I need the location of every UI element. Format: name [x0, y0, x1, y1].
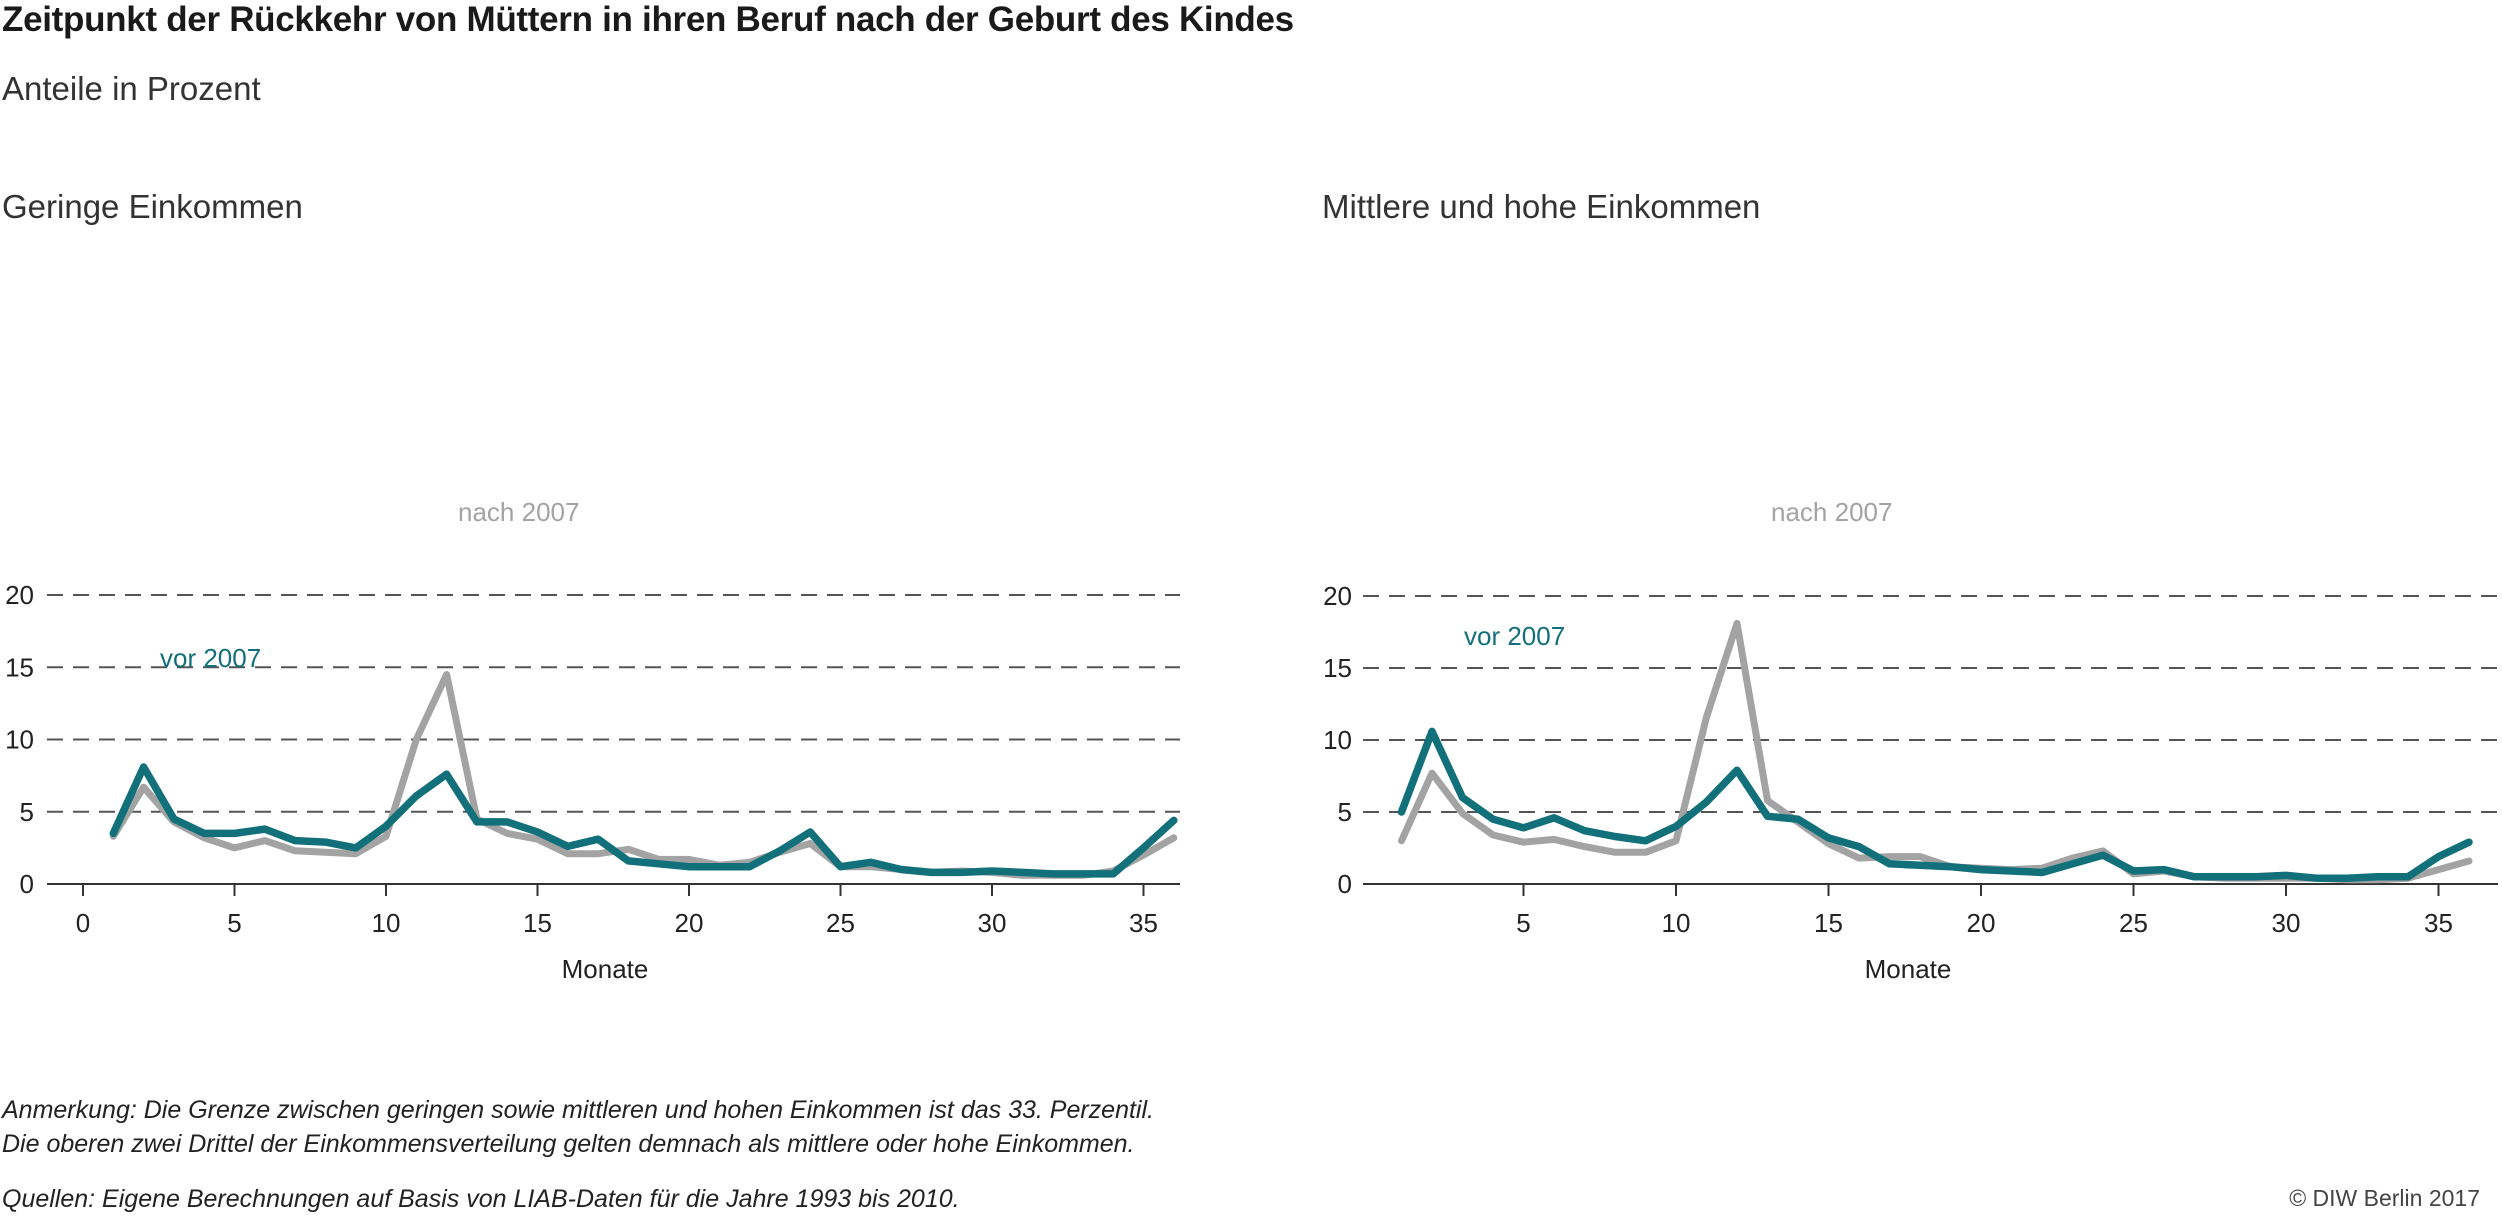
panel-title-mid-high-income: Mittlere und hohe Einkommen [1322, 188, 1761, 225]
footnote-line-1: Anmerkung: Die Grenze zwischen geringen … [2, 1096, 1154, 1124]
y-tick-label: 0 [1338, 869, 1352, 899]
sources-note: Quellen: Eigene Berechnungen auf Basis v… [2, 1185, 960, 1213]
series-label: vor 2007 [160, 643, 261, 673]
y-tick-label: 15 [5, 652, 34, 682]
series-label: nach 2007 [1771, 497, 1892, 527]
x-tick-label: 0 [76, 908, 90, 938]
x-tick-label: 10 [1662, 908, 1691, 938]
series-line-nach-2007 [109, 671, 1178, 879]
y-tick-label: 15 [1323, 653, 1352, 683]
series-label: vor 2007 [1464, 621, 1565, 651]
y-tick-label: 20 [5, 580, 34, 610]
x-tick-label: 35 [1129, 908, 1158, 938]
x-tick-label: 35 [2424, 908, 2453, 938]
series-line-vor-2007 [109, 763, 1178, 878]
y-tick-label: 20 [1323, 581, 1352, 611]
chart-subtitle: Anteile in Prozent [2, 70, 261, 107]
series-label: nach 2007 [458, 497, 579, 527]
x-tick-label: 5 [1516, 908, 1530, 938]
x-tick-label: 20 [675, 908, 704, 938]
x-tick-label: 30 [978, 908, 1007, 938]
x-axis-title: Monate [562, 954, 649, 984]
x-tick-label: 20 [1967, 908, 1996, 938]
y-tick-label: 10 [5, 725, 34, 755]
series-line-vor-2007 [1397, 727, 2473, 882]
x-tick-label: 25 [2119, 908, 2148, 938]
y-tick-label: 10 [1323, 725, 1352, 755]
x-tick-label: 15 [523, 908, 552, 938]
x-tick-label: 30 [2272, 908, 2301, 938]
series-line-nach-2007 [1398, 619, 2473, 884]
x-axis-title: Monate [1865, 954, 1952, 984]
panel-title-low-income: Geringe Einkommen [2, 188, 303, 225]
x-tick-label: 5 [227, 908, 241, 938]
copyright: © DIW Berlin 2017 [2289, 1185, 2480, 1211]
y-tick-label: 0 [20, 869, 34, 899]
y-tick-label: 5 [1338, 797, 1352, 827]
chart-title: Zeitpunkt der Rückkehr von Müttern in ih… [2, 0, 1294, 39]
footnote-line-2: Die oberen zwei Drittel der Einkommensve… [2, 1130, 1135, 1158]
x-tick-label: 25 [826, 908, 855, 938]
y-tick-label: 5 [20, 797, 34, 827]
x-tick-label: 10 [372, 908, 401, 938]
x-tick-label: 15 [1814, 908, 1843, 938]
